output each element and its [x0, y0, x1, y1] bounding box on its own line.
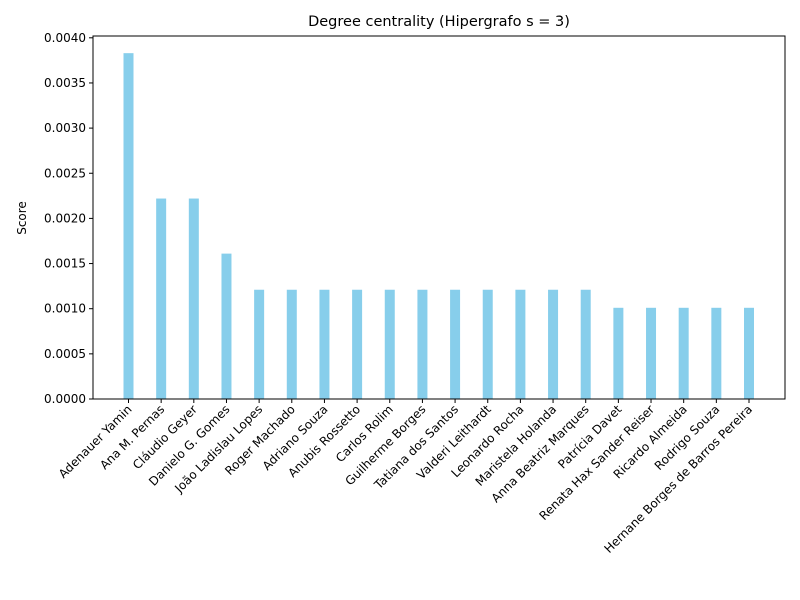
plot-frame [92, 35, 786, 400]
y-axis: 0.0000 0.0005 0.0010 0.0015 0.0020 0.0025 0.00… [44, 31, 93, 406]
bar [417, 289, 428, 399]
bar [744, 307, 754, 399]
bar [580, 289, 591, 399]
y-axis-label: Score [15, 201, 29, 235]
chart-title: Degree centrality (Hipergrafo s = 3) [308, 14, 570, 30]
y-tick-label: 0.0040 [44, 31, 86, 45]
bar [254, 289, 265, 399]
y-tick-label: 0.0005 [44, 347, 86, 361]
bar [352, 289, 363, 399]
bar [156, 198, 167, 399]
bar [646, 307, 657, 399]
bar [515, 289, 526, 399]
bar [678, 307, 689, 399]
y-tick-label: 0.0030 [44, 121, 86, 135]
bar [482, 289, 493, 399]
bar [319, 289, 330, 399]
y-tick-label: 0.0035 [44, 76, 86, 90]
y-tick-label: 0.0010 [44, 302, 86, 316]
bar [450, 289, 461, 399]
y-tick-label: 0.0025 [44, 166, 86, 180]
bars [123, 53, 754, 400]
bar [123, 53, 134, 400]
bar [188, 198, 199, 399]
bar [548, 289, 559, 399]
bar [711, 307, 722, 399]
y-tick-label: 0.0015 [44, 257, 86, 271]
y-tick-label: 0.0000 [44, 392, 86, 406]
bar [613, 307, 624, 399]
bar [221, 253, 232, 399]
y-tick-label: 0.0020 [44, 211, 86, 225]
bar [286, 289, 297, 399]
bar [384, 289, 395, 399]
